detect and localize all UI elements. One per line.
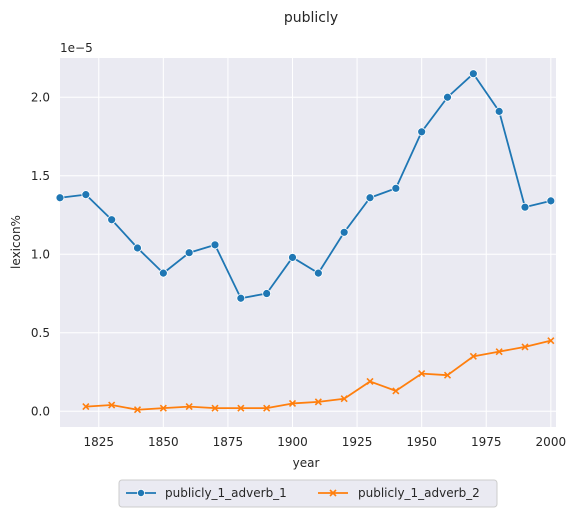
- data-point: [313, 268, 323, 278]
- data-point: [185, 403, 193, 411]
- data-point-stroke: [185, 403, 193, 411]
- data-point: [108, 401, 116, 409]
- data-point-stroke: [263, 404, 271, 412]
- x-tick-label: 1850: [148, 435, 179, 449]
- data-point: [211, 404, 219, 412]
- data-point-stroke: [418, 370, 426, 378]
- data-point: [494, 106, 504, 116]
- data-point-stroke: [82, 403, 90, 411]
- data-point: [339, 227, 349, 237]
- y-tick-label: 0.5: [31, 326, 50, 340]
- x-tick-label: 1950: [406, 435, 437, 449]
- data-point: [288, 253, 297, 262]
- data-point: [520, 202, 530, 212]
- data-point: [55, 193, 65, 203]
- data-point-stroke: [521, 343, 529, 351]
- legend: publicly_1_adverb_1 publicly_1_adverb_2: [118, 479, 498, 508]
- data-point: [417, 127, 427, 137]
- data-point: [82, 403, 90, 411]
- data-point: [340, 395, 348, 403]
- data-point-stroke: [288, 399, 297, 408]
- data-point-stroke: [108, 401, 116, 409]
- data-point: [263, 404, 271, 412]
- y-tick-label: 1.5: [31, 169, 50, 183]
- data-point-stroke: [314, 398, 322, 406]
- x-axis-label: year: [293, 456, 320, 470]
- data-point: [521, 343, 529, 351]
- data-point: [443, 371, 452, 379]
- y-tick-label: 2.0: [31, 90, 50, 104]
- data-point-stroke: [495, 348, 503, 356]
- legend-box: [118, 479, 498, 508]
- data-point-stroke: [547, 337, 555, 345]
- data-point: [159, 404, 167, 412]
- data-point: [133, 406, 142, 414]
- data-point: [468, 69, 478, 79]
- data-point-stroke: [211, 404, 219, 412]
- chart-title: publicly: [284, 10, 338, 26]
- y-tick-label: 0.0: [31, 404, 50, 418]
- legend-label-series-2: publicly_1_adverb_2: [358, 486, 480, 500]
- data-point: [391, 183, 401, 193]
- data-point: [236, 293, 246, 303]
- data-point: [365, 193, 375, 203]
- data-point-stroke: [237, 404, 245, 412]
- tick-labels: 1825 1850 1875 1900 1925 1950 1975 2000 0.0 0.5 1.…: [31, 90, 566, 449]
- plot-area: [60, 58, 556, 427]
- data-point: [81, 190, 91, 200]
- data-point: [469, 352, 477, 360]
- y-offset-label: 1e−5: [60, 41, 93, 55]
- data-point: [107, 215, 117, 225]
- x-tick-label: 1900: [277, 435, 308, 449]
- x-tick-label: 1825: [83, 435, 114, 449]
- series-layer: [55, 69, 556, 414]
- data-point: [237, 404, 245, 412]
- data-point-stroke: [340, 395, 348, 403]
- data-point-stroke: [133, 406, 142, 414]
- data-point: [366, 377, 374, 386]
- data-point: [210, 240, 220, 250]
- data-point: [443, 92, 452, 102]
- y-axis-label: lexicon%: [9, 215, 23, 269]
- data-point: [158, 268, 168, 278]
- data-point-stroke: [443, 371, 452, 379]
- series-line-1: [59, 72, 552, 300]
- data-point: [314, 398, 322, 406]
- data-point: [547, 337, 555, 345]
- x-tick-label: 1875: [213, 435, 244, 449]
- data-point: [133, 243, 142, 253]
- y-tick-label: 1.0: [31, 247, 50, 261]
- x-tick-label: 1975: [471, 435, 502, 449]
- x-tick-label: 1925: [342, 435, 373, 449]
- legend-label-series-1: publicly_1_adverb_1: [165, 486, 287, 500]
- data-point: [288, 399, 297, 408]
- data-point: [184, 248, 194, 258]
- data-point: [546, 196, 556, 206]
- data-point-stroke: [469, 352, 477, 360]
- x-tick-label: 2000: [536, 435, 567, 449]
- data-point: [262, 289, 272, 298]
- legend-marker-series-2: [329, 489, 337, 497]
- data-point-stroke: [366, 377, 374, 386]
- data-point-stroke: [159, 404, 167, 412]
- data-point: [418, 370, 426, 378]
- data-point: [495, 348, 503, 356]
- data-point-stroke: [392, 387, 400, 395]
- legend-marker-series-1: [136, 488, 145, 497]
- data-point: [392, 387, 400, 395]
